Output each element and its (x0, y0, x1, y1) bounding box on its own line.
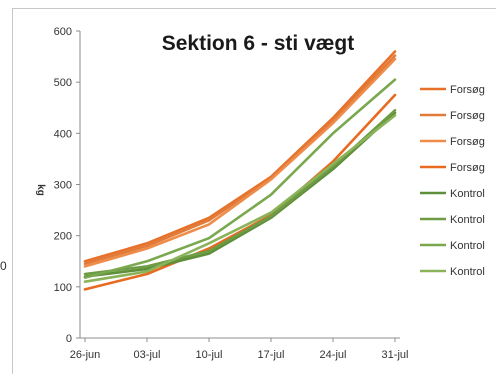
series-line-8 (83, 114, 397, 284)
series-line-5 (83, 111, 397, 278)
series-line-2 (83, 54, 397, 266)
y-axis-label: kg (35, 184, 46, 196)
y-tick-label: 200 (54, 231, 72, 243)
legend-label-4: Forsøg (450, 162, 485, 174)
legend-label-5: Kontrol (450, 188, 485, 200)
series-line-3 (83, 57, 397, 268)
legend-label-1: Forsøg (450, 84, 485, 96)
series-line-4 (83, 93, 397, 291)
legend-label-3: Forsøg (450, 136, 485, 148)
chart-title: Sektion 6 - sti vægt (162, 32, 355, 55)
x-tick-label: 10-jul (196, 349, 223, 361)
legend-label-7: Kontrol (450, 240, 485, 252)
x-tick-label: 31-jul (382, 349, 409, 361)
legend-label-6: Kontrol (450, 214, 485, 226)
y-tick-label: 100 (54, 282, 72, 294)
legend-label-2: Forsøg (450, 110, 485, 122)
x-tick-label: 17-jul (258, 349, 285, 361)
x-tick-label: 24-jul (320, 349, 347, 361)
series-line-7 (83, 78, 397, 279)
y-tick-label: 0 (66, 333, 72, 345)
series-line-1 (83, 50, 397, 263)
y-tick-label: 600 (54, 26, 72, 38)
legend-label-8: Kontrol (450, 266, 485, 278)
y-tick-label: 300 (54, 180, 72, 192)
chart-frame (12, 8, 496, 374)
y-tick-label: 400 (54, 128, 72, 140)
x-tick-label: 03-jul (134, 349, 161, 361)
stray-label: 0 (0, 259, 7, 273)
x-tick-label: 26-jun (70, 349, 101, 361)
y-tick-label: 500 (54, 77, 72, 89)
